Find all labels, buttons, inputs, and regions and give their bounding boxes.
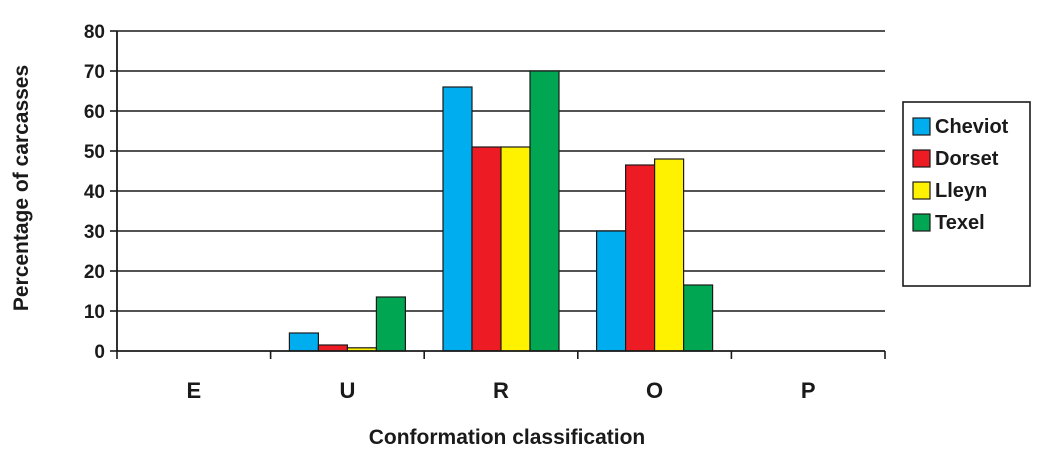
y-tick-label: 20 xyxy=(84,262,105,283)
y-tick-label: 50 xyxy=(84,142,105,163)
bar-texel-u xyxy=(375,296,406,352)
y-axis-title: Percentage of carcasses xyxy=(10,65,33,311)
legend-label-lleyn: Lleyn xyxy=(935,180,987,202)
y-tick-label: 0 xyxy=(94,342,105,363)
y-tick-labels: 0 10 20 30 40 50 60 70 80 xyxy=(84,22,105,363)
bar-lleyn-r xyxy=(500,146,531,352)
axes xyxy=(110,30,886,359)
x-category-label: P xyxy=(801,378,816,403)
x-axis-title: Conformation classification xyxy=(369,426,646,449)
bar-dorset-o xyxy=(624,164,656,352)
legend-label-cheviot: Cheviot xyxy=(935,116,1009,138)
bar-lleyn-o xyxy=(653,158,685,352)
bar-dorset-r xyxy=(471,146,502,352)
y-tick-label: 40 xyxy=(84,182,105,203)
y-tick-label: 60 xyxy=(84,102,105,123)
y-tick-label: 70 xyxy=(84,62,105,83)
x-category-label: U xyxy=(339,378,355,403)
bar-cheviot-r xyxy=(442,86,473,352)
bar-cheviot-o xyxy=(595,230,627,352)
legend-swatch-dorset xyxy=(912,149,931,168)
legend-label-texel: Texel xyxy=(935,212,985,234)
y-tick-label: 30 xyxy=(84,222,105,243)
legend-swatch-texel xyxy=(912,213,931,232)
bar-texel-r xyxy=(529,70,560,352)
y-tick-label: 10 xyxy=(84,302,105,323)
legend-swatch-lleyn xyxy=(912,181,931,200)
x-category-label: O xyxy=(646,378,663,403)
legend-swatch-cheviot xyxy=(912,117,931,136)
bars xyxy=(288,70,714,352)
legend-label-dorset: Dorset xyxy=(935,148,999,170)
legend: Cheviot Dorset Lleyn Texel xyxy=(902,101,1031,287)
x-category-label: E xyxy=(186,378,201,403)
bar-cheviot-u xyxy=(288,332,319,352)
bar-texel-o xyxy=(682,284,714,352)
y-tick-label: 80 xyxy=(84,22,105,43)
x-category-label: R xyxy=(493,378,509,403)
